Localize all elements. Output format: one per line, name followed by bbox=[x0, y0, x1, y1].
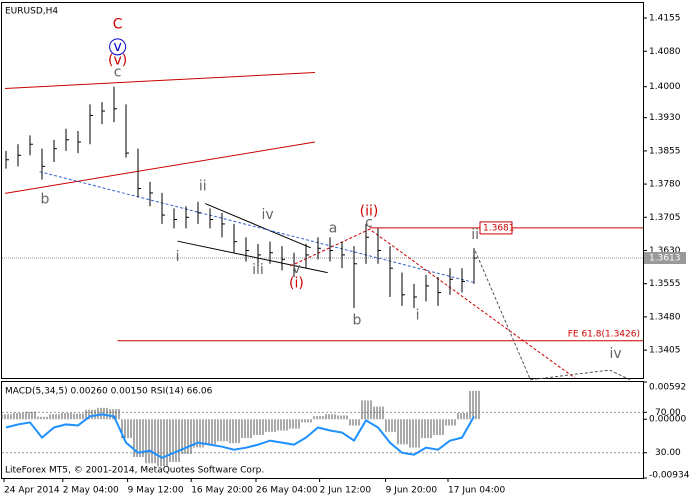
annotation: i bbox=[416, 308, 420, 324]
y-tick-label: 30.00 bbox=[655, 448, 681, 458]
y-tick-label: 1.4155 bbox=[649, 14, 681, 24]
trend-line bbox=[290, 228, 576, 379]
x-tick-label: 9 May 12:00 bbox=[128, 486, 184, 496]
level-box bbox=[479, 221, 513, 235]
annotation: ii bbox=[199, 179, 207, 195]
y-tick-label: 70.00 bbox=[655, 408, 681, 418]
trend-line bbox=[474, 250, 631, 381]
level-label: 1.3681 bbox=[483, 223, 515, 233]
annotation: iv bbox=[610, 346, 622, 362]
annotation: a bbox=[329, 220, 338, 236]
annotation: c bbox=[365, 215, 373, 231]
annotation: b bbox=[41, 192, 50, 208]
annotation: (ii) bbox=[360, 204, 379, 220]
x-tick-label: 2 May 04:00 bbox=[63, 486, 119, 496]
x-tick-label: 16 May 20:00 bbox=[191, 486, 253, 496]
trend-line bbox=[5, 72, 316, 89]
y-tick-label: 0.00592 bbox=[649, 383, 686, 393]
level-label: FE 61.8(1.3426) bbox=[568, 329, 640, 339]
y-tick-label: 1.3480 bbox=[649, 312, 681, 322]
footer: LiteForex MT5, © 2001-2014, MetaQuotes S… bbox=[5, 466, 264, 476]
x-tick-label: 26 May 04:00 bbox=[256, 486, 318, 496]
y-tick-label: 1.3930 bbox=[649, 113, 681, 123]
trend-line bbox=[177, 240, 328, 274]
sub-frame bbox=[1, 381, 644, 479]
annotation: i bbox=[176, 249, 180, 265]
y-tick-label: 1.3630 bbox=[649, 246, 681, 256]
y-tick-label: 1.4000 bbox=[649, 82, 681, 92]
x-tick-label: 17 Jun 04:00 bbox=[448, 486, 505, 496]
x-tick-label: 2 Jun 12:00 bbox=[320, 486, 372, 496]
chart-title: EURUSD,H4 bbox=[5, 7, 58, 17]
current-price-label: 1.3613 bbox=[649, 254, 681, 264]
y-tick-label: 1.3555 bbox=[649, 279, 681, 289]
annotation: b bbox=[353, 312, 362, 328]
trend-line bbox=[205, 203, 311, 249]
indicator-title: MACD(5,34,5) 0.00260 0.00150 RSI(14) 66.… bbox=[5, 387, 213, 397]
current-price-box bbox=[644, 252, 686, 265]
annotation: iv bbox=[262, 207, 274, 223]
y-tick-label: 1.3855 bbox=[649, 146, 681, 156]
annotation: c bbox=[114, 65, 122, 81]
annotation: ii bbox=[471, 227, 479, 243]
y-tick-label: 1.3405 bbox=[649, 346, 681, 356]
trend-line bbox=[4, 141, 316, 194]
annotation: C bbox=[113, 17, 123, 33]
y-tick-label: 0.00000 bbox=[649, 415, 686, 425]
main-frame bbox=[1, 2, 644, 379]
x-tick-label: 9 Jun 20:00 bbox=[386, 486, 438, 496]
annotation: (v) bbox=[108, 53, 127, 69]
annotation: iii bbox=[252, 262, 264, 278]
y-tick-label: 1.3780 bbox=[649, 180, 681, 190]
y-tick-label: 1.3705 bbox=[649, 213, 681, 223]
x-tick-label: 24 Apr 2014 bbox=[4, 486, 60, 496]
annotation-circle bbox=[109, 38, 127, 56]
y-tick-label: 1.4080 bbox=[649, 47, 681, 57]
y-tick-label: -0.00934 bbox=[649, 471, 690, 481]
annotation: v bbox=[113, 39, 121, 55]
rsi-line bbox=[5, 413, 475, 459]
annotation: v bbox=[292, 261, 300, 277]
annotation: (i) bbox=[289, 276, 304, 292]
